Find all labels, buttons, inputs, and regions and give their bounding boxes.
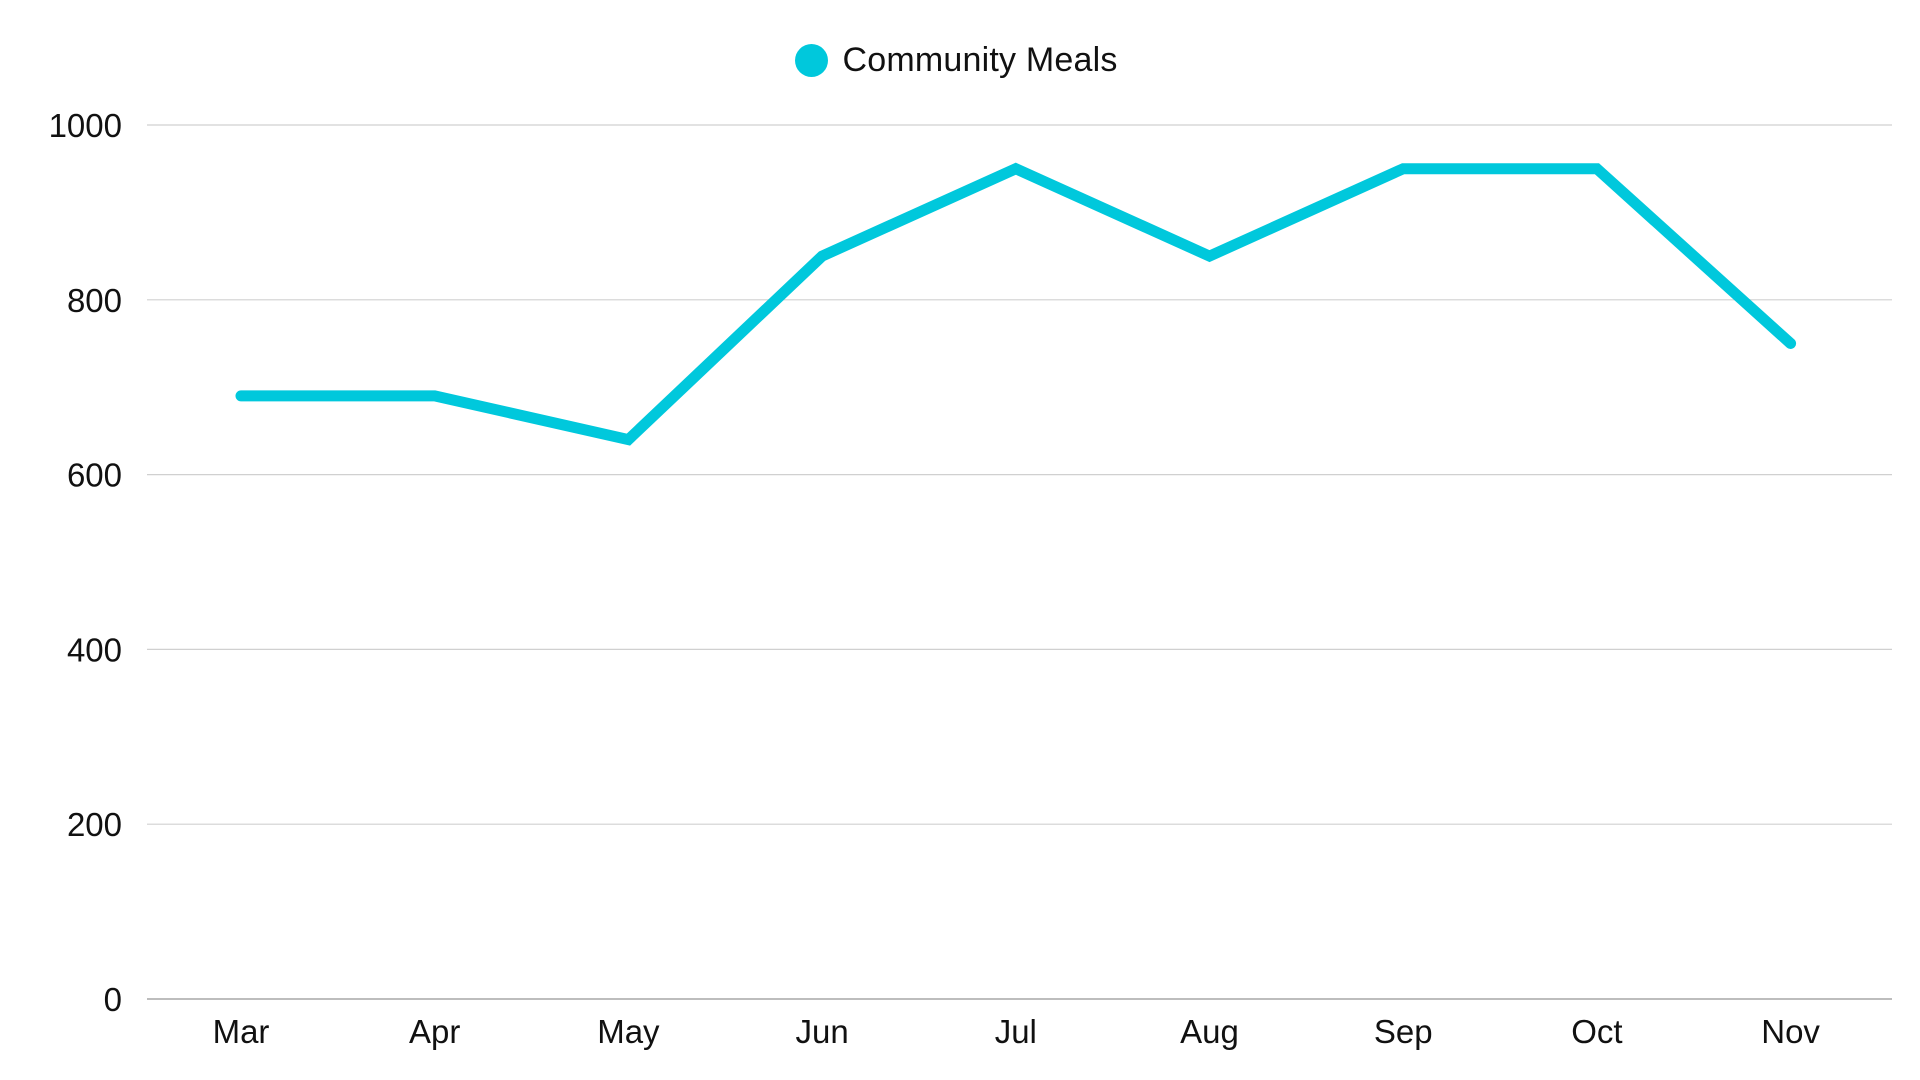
x-tick-label: Sep — [1374, 1013, 1433, 1050]
chart-legend: Community Meals — [0, 36, 1920, 84]
x-tick-label: Nov — [1761, 1013, 1820, 1050]
y-tick-label: 200 — [67, 806, 122, 843]
y-tick-label: 400 — [67, 631, 122, 668]
y-axis: 0 200 400 600 800 1000 — [49, 107, 122, 1018]
y-tick-label: 800 — [67, 282, 122, 319]
y-tick-label: 1000 — [49, 107, 122, 144]
x-tick-label: Mar — [213, 1013, 270, 1050]
x-tick-label: Jun — [795, 1013, 848, 1050]
y-tick-label: 600 — [67, 457, 122, 494]
circle-marker-icon — [795, 43, 829, 77]
x-tick-label: Apr — [409, 1013, 460, 1050]
x-tick-label: May — [597, 1013, 660, 1050]
x-tick-label: Aug — [1180, 1013, 1239, 1050]
legend-label: Community Meals — [842, 40, 1118, 79]
data-line — [235, 162, 1797, 446]
y-tick-label: 0 — [104, 981, 122, 1018]
series-community-meals — [235, 162, 1797, 446]
x-tick-label: Jul — [995, 1013, 1037, 1050]
gridlines — [147, 124, 1892, 1000]
x-axis: Mar Apr May Jun Jul Aug Sep Oct Nov — [213, 1013, 1821, 1050]
x-tick-label: Oct — [1571, 1013, 1622, 1050]
legend-item-community-meals[interactable]: Community Meals — [795, 41, 1117, 80]
